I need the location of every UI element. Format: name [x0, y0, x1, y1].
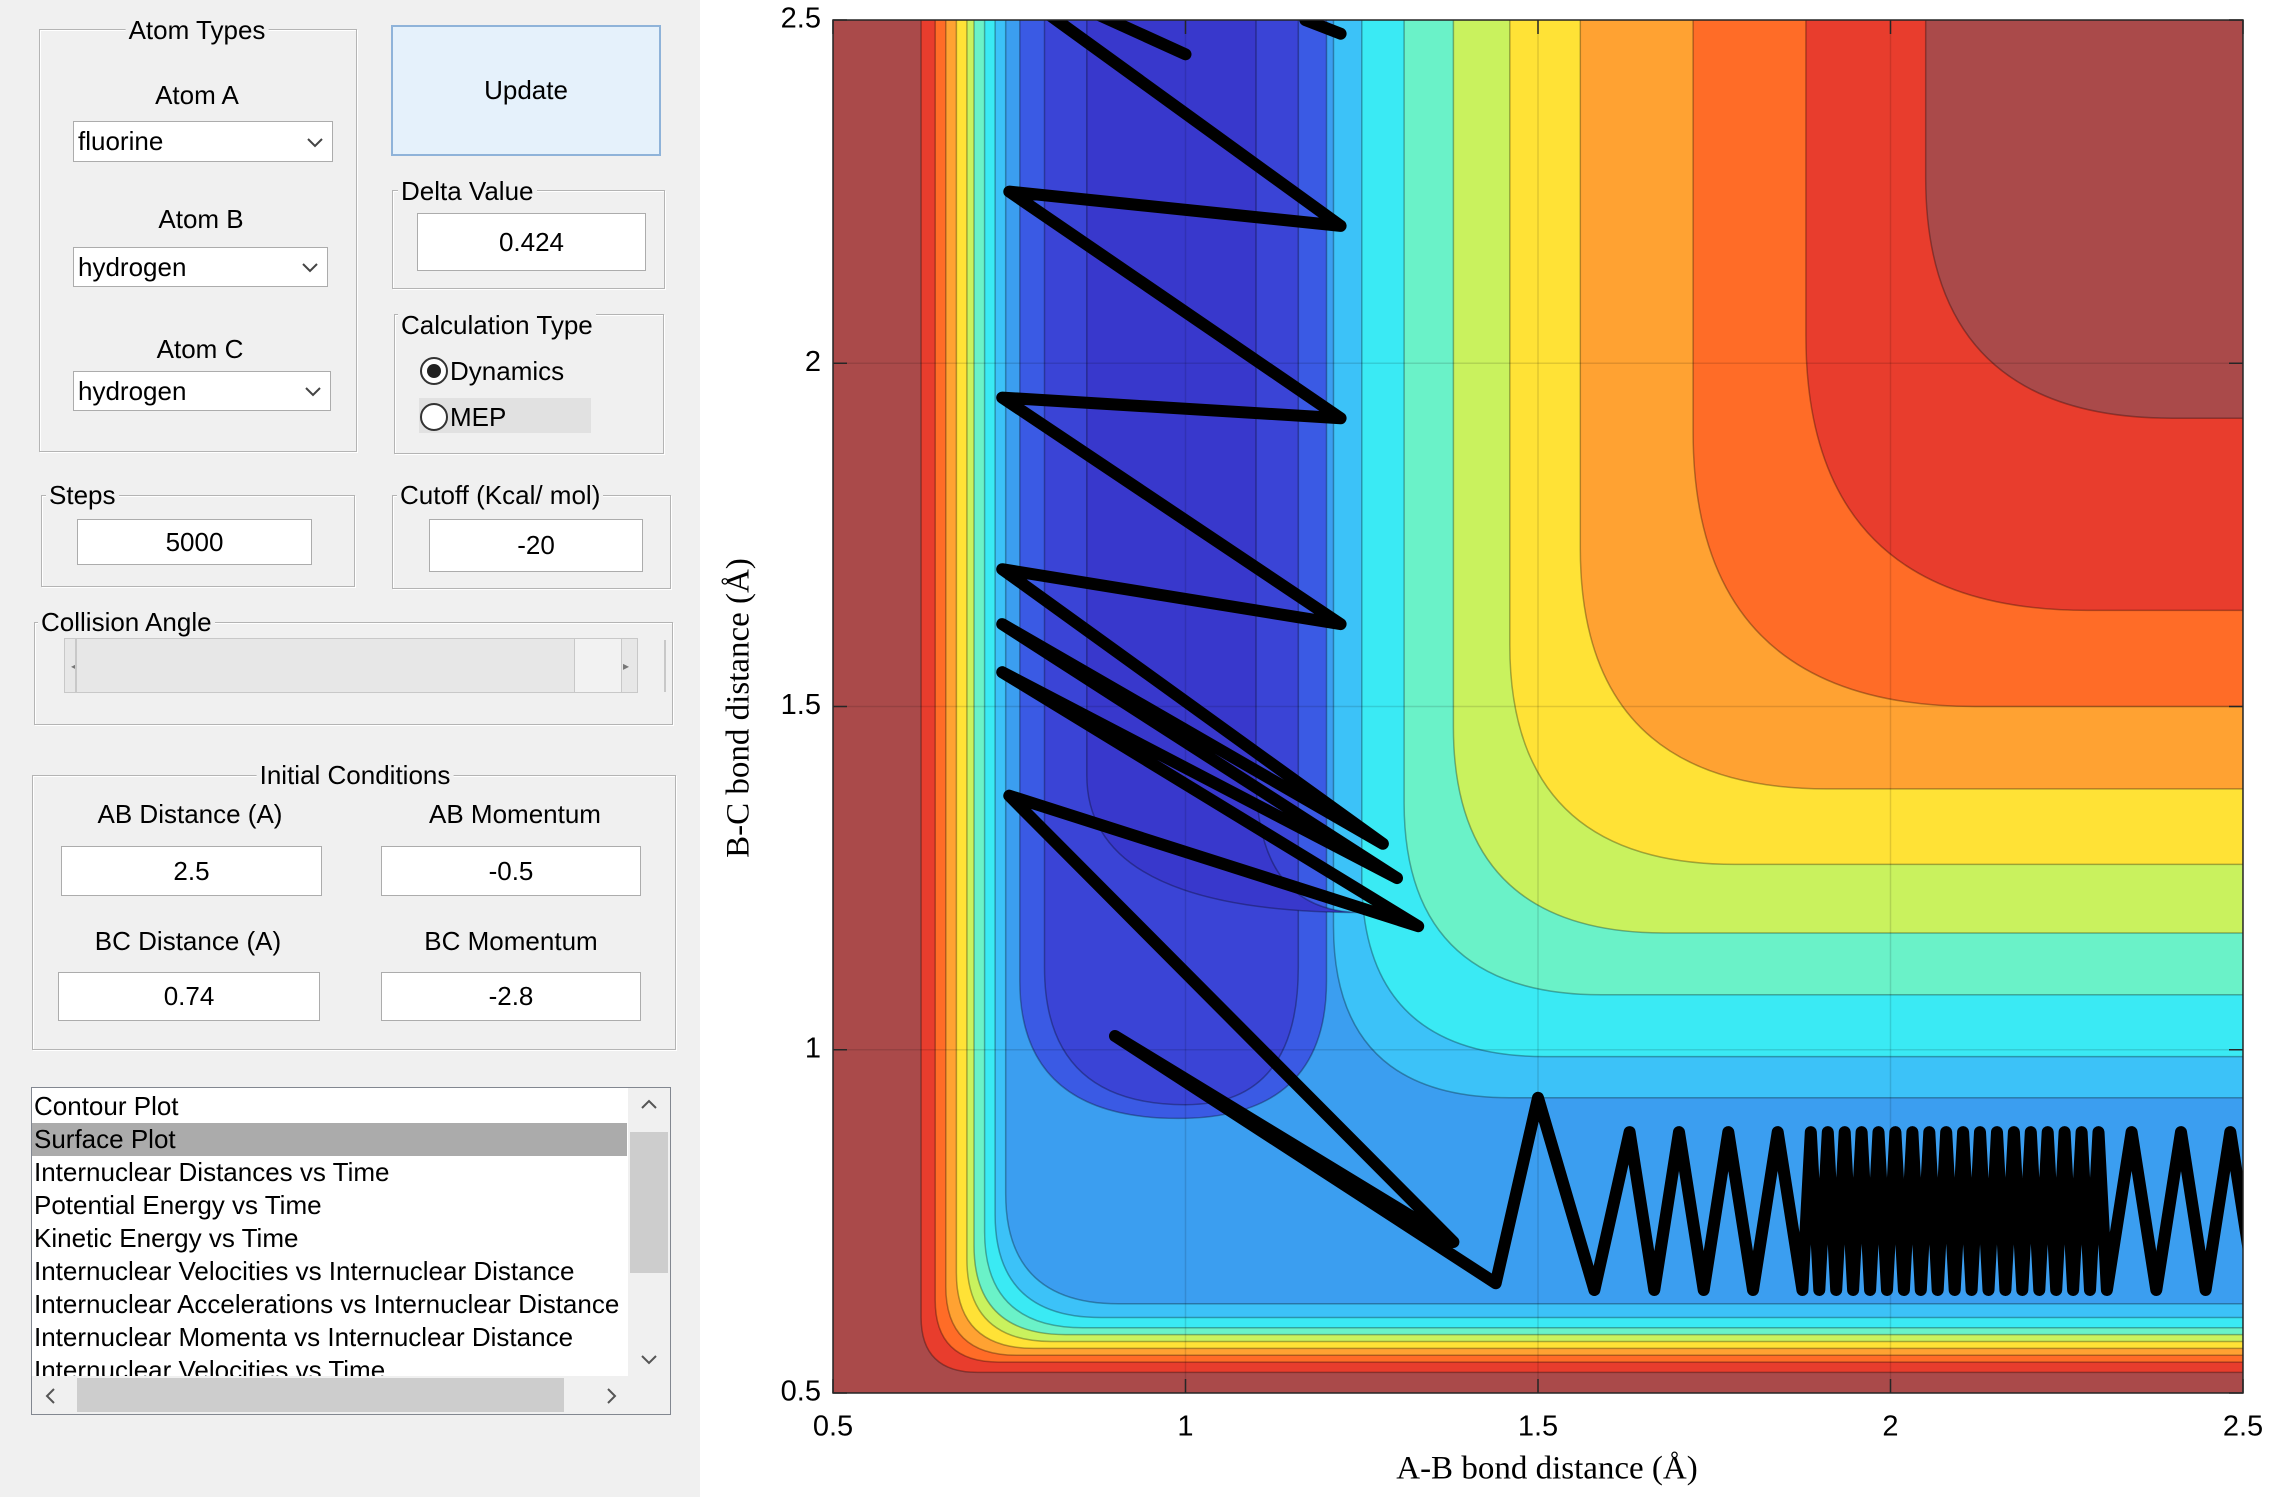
scroll-down[interactable]	[640, 1354, 658, 1366]
list-item[interactable]: Potential Energy vs Time	[34, 1190, 322, 1220]
dropdown-arrow	[305, 387, 321, 397]
radio-label: MEP	[450, 401, 507, 432]
dropdown-value: hydrogen	[78, 251, 187, 282]
slider-thumb[interactable]	[574, 639, 622, 692]
dropdown[interactable]: fluorine	[73, 121, 333, 162]
slider-left-arrow: ◂	[71, 659, 77, 673]
vertical-scrollbar[interactable]	[628, 1088, 670, 1376]
scroll-thumb[interactable]	[630, 1132, 668, 1273]
button-label: Update	[484, 75, 568, 105]
panel-title: Cutoff (Kcal/ mol)	[397, 480, 604, 510]
label: AB Distance (A)	[97, 799, 283, 829]
radio-label: Dynamics	[450, 355, 565, 386]
y-tick-label: 1.5	[781, 689, 821, 721]
label: BC Momentum	[424, 926, 598, 956]
label: AB Momentum	[429, 799, 601, 829]
text-input[interactable]: -0.5	[381, 846, 641, 896]
list-item[interactable]: Kinetic Energy vs Time	[34, 1223, 299, 1253]
horizontal-scrollbar[interactable]	[32, 1376, 670, 1414]
update-button[interactable]: Update	[391, 25, 661, 156]
steps-panel	[41, 495, 355, 587]
x-tick-label: 1.5	[1518, 1411, 1558, 1443]
panel-title: Steps	[46, 480, 119, 510]
list-item[interactable]: Surface Plot	[32, 1123, 627, 1156]
label: Atom A	[155, 80, 239, 110]
y-tick-label: 2.5	[781, 3, 821, 35]
slider-divider	[75, 639, 77, 692]
trajectory	[996, 20, 2243, 1296]
label: Atom C	[156, 334, 244, 364]
y-tick-label: 1	[805, 1032, 821, 1064]
radio-button[interactable]	[418, 355, 450, 387]
list-item[interactable]: Internuclear Distances vs Time	[34, 1157, 390, 1187]
text-input[interactable]: -20	[429, 519, 643, 572]
label: BC Distance (A)	[94, 926, 282, 956]
scroll-right[interactable]	[606, 1387, 618, 1405]
x-tick-label: 2.5	[2223, 1411, 2263, 1443]
text-input[interactable]: 0.74	[58, 972, 320, 1021]
trajectory	[1095, 20, 1347, 61]
list-item[interactable]: Internuclear Velocities vs Time	[34, 1355, 386, 1376]
contour-plot: A-B bond distance (Å) B-C bond distance …	[700, 0, 2288, 1497]
list-item[interactable]: Contour Plot	[34, 1091, 179, 1121]
x-tick-label: 2	[1882, 1411, 1898, 1443]
panel-title: Atom Types	[125, 15, 269, 45]
text-input[interactable]: 2.5	[61, 846, 322, 896]
x-axis-label: A-B bond distance (Å)	[1396, 1450, 1698, 1487]
panel-title: Delta Value	[398, 176, 537, 206]
y-tick-label: 2	[805, 346, 821, 378]
radio-option[interactable]: MEP	[418, 400, 506, 434]
dropdown-arrow	[307, 137, 323, 147]
plot-listbox: Contour Plot Surface Plot Internuclear Dis…	[31, 1087, 671, 1415]
dropdown-value: fluorine	[78, 126, 164, 156]
x-tick-label: 0.5	[813, 1411, 853, 1443]
slider-end	[664, 640, 666, 692]
dropdown[interactable]: hydrogen	[73, 371, 331, 411]
text-input[interactable]: 0.424	[417, 213, 646, 271]
dropdown-arrow	[302, 263, 318, 273]
scroll-thumb[interactable]	[77, 1378, 564, 1412]
y-axis-label: B-C bond distance (Å)	[720, 558, 757, 858]
panel-title: Initial Conditions	[256, 760, 454, 790]
radio-button[interactable]	[418, 401, 450, 433]
plot-area	[833, 20, 2243, 1393]
scroll-up[interactable]	[640, 1098, 658, 1110]
panel-title: Calculation Type	[398, 310, 596, 340]
dropdown[interactable]: hydrogen	[73, 247, 328, 287]
scroll-left[interactable]	[44, 1387, 56, 1405]
list-item[interactable]: Internuclear Momenta vs Internuclear Dis…	[34, 1322, 574, 1352]
slider[interactable]: ◂ ▸	[64, 638, 638, 693]
x-tick-label: 1	[1177, 1411, 1193, 1443]
radio-option[interactable]: Dynamics	[418, 354, 564, 388]
dropdown-value: hydrogen	[78, 375, 187, 406]
y-tick-label: 0.5	[781, 1376, 821, 1408]
label: Atom B	[158, 204, 244, 234]
collision-angle-panel	[34, 622, 673, 725]
text-input[interactable]: 5000	[77, 519, 312, 565]
slider-right-arrow: ▸	[623, 659, 630, 673]
list-items: Contour Plot Surface Plot Internuclear Dis…	[32, 1090, 627, 1376]
list-item[interactable]: Internuclear Accelerations vs Internucle…	[34, 1289, 620, 1319]
list-item[interactable]: Internuclear Velocities vs Internuclear …	[34, 1256, 575, 1286]
text-input[interactable]: -2.8	[381, 972, 641, 1021]
panel-title: Collision Angle	[38, 607, 215, 637]
